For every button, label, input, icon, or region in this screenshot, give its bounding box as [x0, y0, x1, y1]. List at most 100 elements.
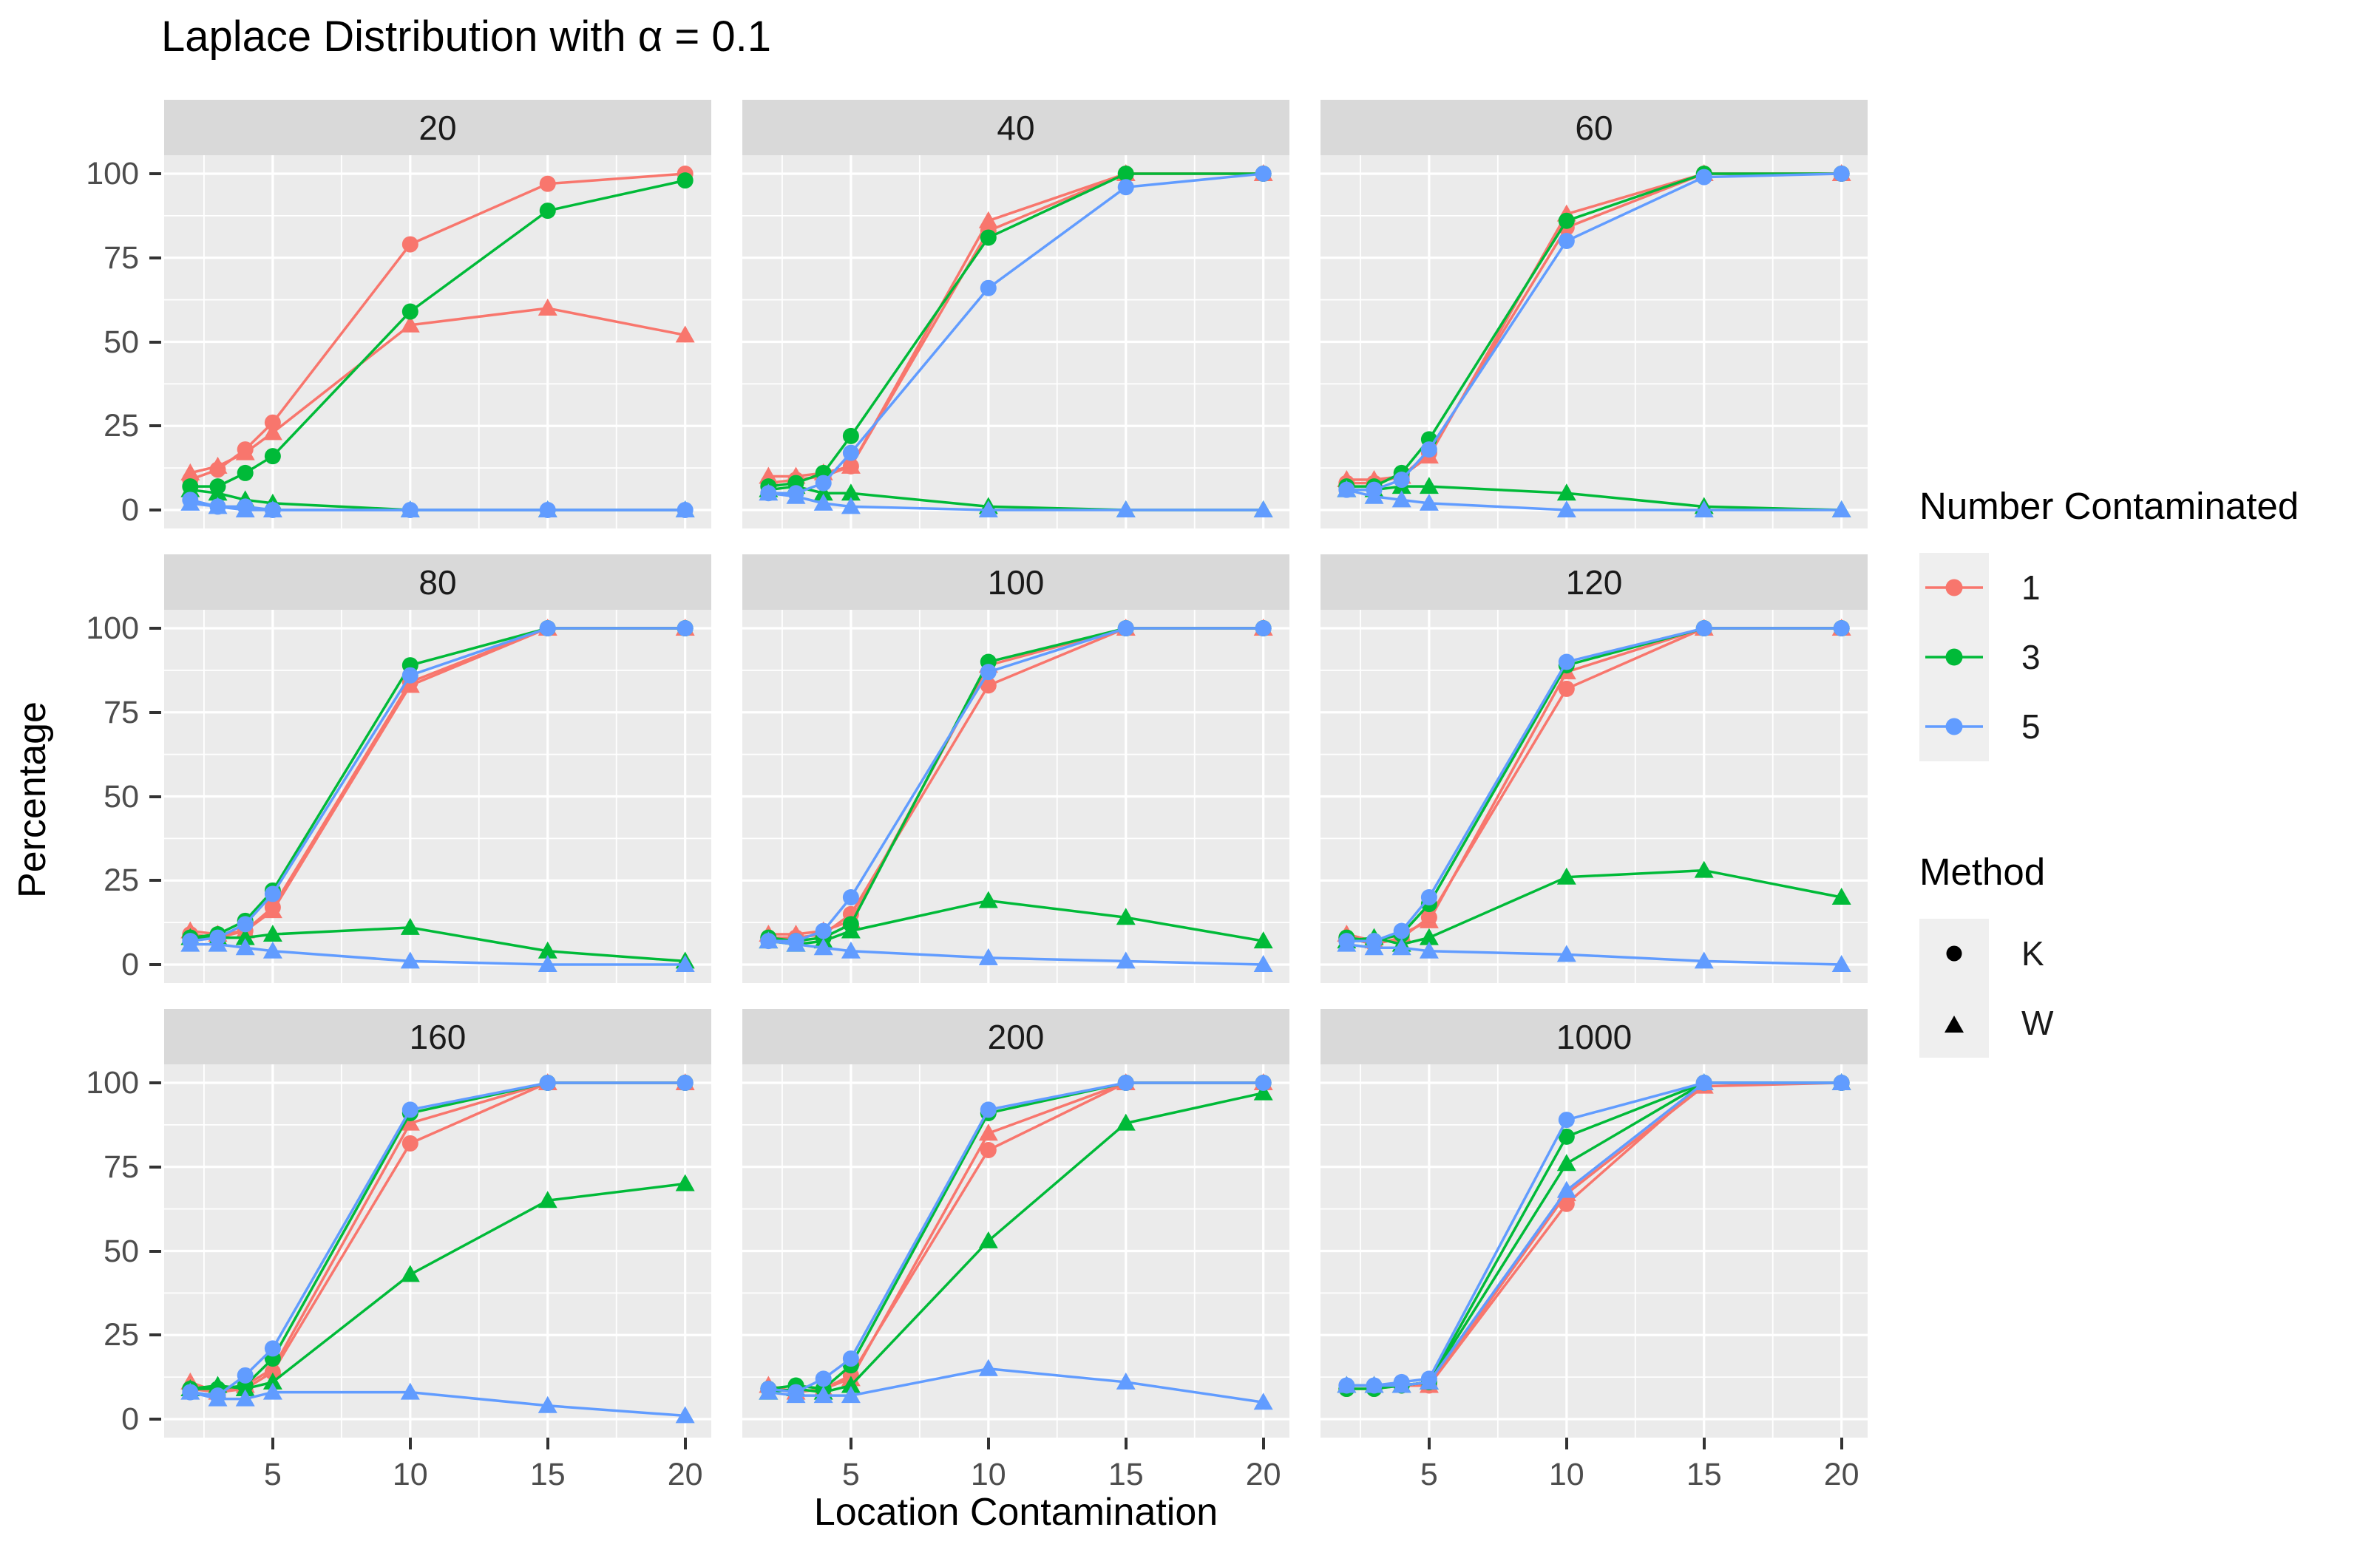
legend-line-circle-swatch	[1925, 579, 1983, 596]
data-point-triangle	[538, 1191, 557, 1208]
data-point-triangle	[1831, 500, 1851, 517]
x-tick-label: 20	[1823, 1457, 1859, 1492]
facet-strip-label: 160	[409, 1017, 467, 1056]
data-point-triangle	[538, 1395, 557, 1413]
data-point-circle	[401, 1101, 418, 1118]
data-point-triangle	[400, 500, 420, 517]
data-point-triangle	[978, 500, 998, 517]
data-point-circle	[1558, 212, 1575, 229]
data-point-triangle	[538, 941, 557, 959]
data-point-triangle	[1116, 908, 1136, 925]
data-point-triangle	[1116, 1113, 1136, 1131]
y-tick-label: 0	[121, 1401, 139, 1437]
facet-strip-label: 20	[418, 108, 457, 147]
legend-line-circle-swatch	[1925, 718, 1983, 735]
data-point-circle	[1558, 1112, 1575, 1129]
y-axis-tick	[149, 879, 161, 883]
data-point-triangle	[786, 1386, 806, 1404]
data-point-triangle	[180, 1382, 200, 1400]
legend-key	[1919, 988, 1989, 1058]
x-tick-label: 10	[970, 1457, 1006, 1492]
legend-triangle-marker-icon	[1945, 1016, 1964, 1033]
facet-200: 200	[742, 1009, 1289, 1438]
data-point-circle	[539, 203, 556, 220]
x-axis-tick	[1261, 1438, 1265, 1449]
data-point-circle	[264, 414, 281, 431]
data-point-triangle	[813, 1386, 833, 1404]
series-1-W	[1337, 1073, 1851, 1393]
y-tick-label: 0	[121, 492, 139, 528]
data-point-circle	[1833, 166, 1850, 183]
data-point-triangle	[759, 931, 779, 949]
y-axis-tick	[149, 424, 161, 428]
data-point-circle	[1393, 472, 1410, 489]
x-tick-label: 5	[841, 1457, 860, 1492]
data-point-circle	[980, 1142, 997, 1159]
series-5-W	[1337, 480, 1851, 517]
data-point-triangle	[235, 1379, 255, 1397]
facet-panel	[1320, 1064, 1868, 1438]
data-point-circle	[539, 175, 556, 192]
data-point-triangle	[1556, 483, 1576, 501]
y-axis-tick	[149, 508, 161, 511]
panel-grid	[164, 155, 711, 528]
data-point-circle	[1117, 166, 1134, 183]
data-point-triangle	[1831, 887, 1851, 905]
data-point-circle	[1558, 680, 1575, 697]
data-point-circle	[539, 1075, 556, 1092]
series-5-W	[180, 934, 695, 972]
facet-80: 80	[164, 554, 711, 983]
x-axis-tick	[1702, 1438, 1706, 1449]
facet-1000: 1000	[1320, 1009, 1868, 1438]
facet-strip-label: 200	[987, 1017, 1045, 1056]
data-point-triangle	[400, 1265, 420, 1282]
data-point-triangle	[262, 423, 282, 441]
x-axis-tick	[1840, 1438, 1843, 1449]
data-point-triangle	[759, 466, 779, 484]
data-point-circle	[980, 229, 997, 246]
panel-grid	[164, 610, 711, 983]
facet-panel	[164, 155, 711, 528]
facet-strip-label: 100	[987, 562, 1045, 602]
series-3-W	[1337, 1073, 1851, 1393]
y-tick-label: 25	[104, 863, 139, 899]
legend-item-label: 3	[2021, 638, 2041, 676]
facet-strip: 120	[1320, 554, 1868, 610]
data-point-triangle	[262, 941, 282, 959]
data-point-circle	[1117, 620, 1134, 637]
legend-item-contaminated-5: 5	[1919, 692, 2374, 761]
data-point-circle	[401, 236, 418, 253]
plot-title: Laplace Distribution with α = 0.1	[161, 13, 772, 61]
data-point-triangle	[675, 325, 695, 343]
data-point-circle	[237, 916, 254, 933]
data-point-triangle	[1419, 493, 1439, 511]
data-point-triangle	[1337, 1376, 1357, 1393]
y-tick-label: 100	[86, 611, 139, 647]
data-point-triangle	[400, 676, 420, 693]
data-point-circle	[842, 888, 859, 905]
data-point-triangle	[1364, 938, 1384, 956]
legend-item-contaminated-1: 1	[1919, 553, 2374, 622]
y-axis-tick	[149, 1417, 161, 1421]
data-point-triangle	[1391, 490, 1411, 508]
series-1-W	[180, 1073, 695, 1400]
data-point-triangle	[262, 1359, 282, 1376]
data-point-circle	[1393, 922, 1410, 939]
data-point-circle	[980, 664, 997, 681]
x-axis-tick	[271, 1438, 274, 1449]
data-point-triangle	[675, 1406, 695, 1424]
data-point-triangle	[1831, 1073, 1851, 1091]
x-tick-label: 10	[1548, 1457, 1584, 1492]
series-5-W	[1337, 1073, 1851, 1393]
facet-strip: 80	[164, 554, 711, 610]
data-point-circle	[1558, 653, 1575, 670]
data-point-triangle	[262, 925, 282, 942]
data-point-circle	[539, 620, 556, 637]
data-point-triangle	[786, 486, 806, 504]
series-3-W	[759, 1083, 1273, 1400]
data-point-triangle	[841, 1376, 861, 1393]
legend-item-method-K: K	[1919, 919, 2374, 988]
y-axis-tick	[149, 1081, 161, 1085]
panel-grid	[164, 1064, 711, 1438]
data-point-circle	[815, 922, 832, 939]
